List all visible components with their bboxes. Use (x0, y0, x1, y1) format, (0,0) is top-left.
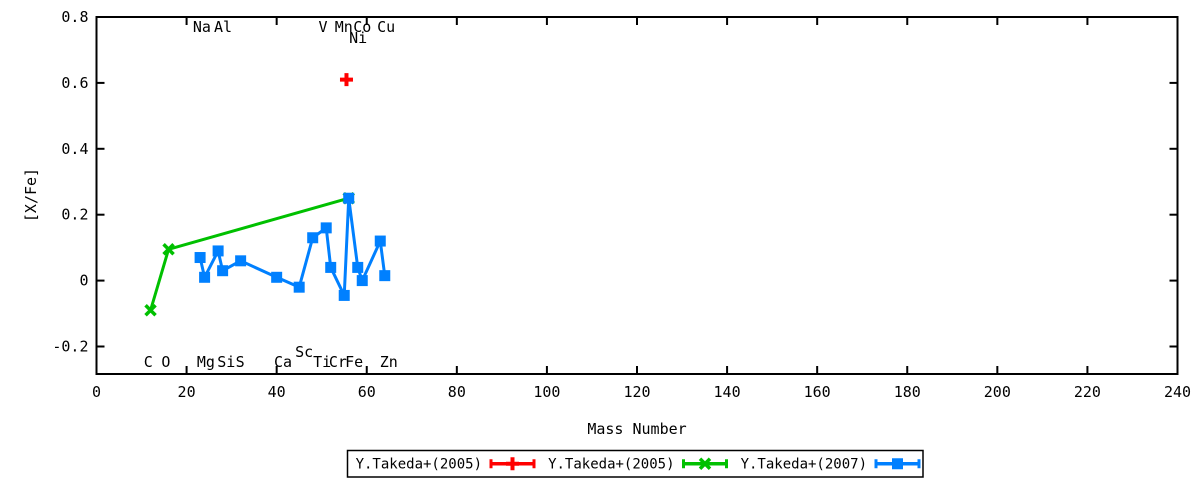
element-label-al: Al (214, 18, 232, 36)
element-label-mg: Mg (197, 353, 215, 371)
series-2-square-marker (307, 232, 319, 244)
series-2-line (198, 198, 387, 297)
element-label-ti: Ti (313, 353, 331, 371)
x-axis-title: Mass Number (587, 420, 687, 438)
element-label-v: V (319, 18, 328, 36)
series-2-square-marker (212, 245, 224, 257)
element-label-zn: Zn (380, 353, 398, 371)
y-tick-label: 0.8 (61, 8, 88, 26)
element-label-cr: Cr (329, 353, 347, 371)
x-tick-label: 140 (714, 383, 741, 401)
series-2-square-marker (194, 252, 206, 264)
element-label-cu: Cu (377, 18, 395, 36)
element-label-sc: Sc (295, 343, 313, 361)
x-tick-label: 0 (92, 383, 101, 401)
y-tick-label: -0.2 (52, 337, 88, 355)
series-2-square-marker (352, 261, 364, 273)
element-label-co: Co (353, 18, 371, 36)
element-label-mn: Mn (335, 18, 353, 36)
series-2-square-marker (374, 235, 386, 247)
series-1-line (149, 196, 350, 311)
element-label-ca: Ca (274, 353, 292, 371)
x-tick-label: 20 (178, 383, 196, 401)
legend-sample-2-square-marker (892, 458, 903, 470)
element-label-si: Si (217, 353, 235, 371)
plot-border (95, 16, 1179, 375)
y-axis-title: [X/Fe] (22, 167, 40, 223)
element-label-na: Na (193, 18, 211, 36)
x-tick-label: 40 (268, 383, 286, 401)
series-2-square-marker (356, 275, 368, 287)
legend-sample-1-x-marker (698, 457, 712, 470)
series-2-square-marker (293, 281, 305, 293)
element-label-o: O (161, 353, 170, 371)
x-tick-label: 160 (804, 383, 831, 401)
series-0-plus-marker (339, 73, 353, 87)
series-2-square-marker (199, 271, 211, 283)
series-2-square-marker (271, 271, 283, 283)
x-tick-label: 100 (533, 383, 560, 401)
series-1-x-marker (162, 243, 175, 256)
legend-box (346, 449, 924, 478)
series-2-square-marker (325, 261, 337, 273)
element-label-c: C (144, 353, 153, 371)
series-2-square-marker (343, 192, 355, 204)
x-tick-label: 120 (623, 383, 650, 401)
x-tick-label: 220 (1074, 383, 1101, 401)
y-tick-label: 0 (79, 272, 88, 290)
series-2-square-marker (235, 255, 247, 267)
x-tick-label: 240 (1164, 383, 1191, 401)
element-label-ni: Ni (349, 29, 367, 47)
series-2-square-marker (320, 222, 332, 234)
y-tick-label: 0.4 (61, 140, 88, 158)
series-2-square-marker (217, 265, 229, 277)
legend-sample-0-plus-marker (506, 457, 519, 471)
x-tick-label: 180 (894, 383, 921, 401)
y-tick-label: 0.6 (61, 74, 88, 92)
series-2-square-marker (338, 289, 350, 301)
series-2-square-marker (379, 270, 391, 282)
x-tick-label: 60 (358, 383, 376, 401)
legend-label-1: Y.Takeda+(2005) (548, 457, 674, 473)
legend-label-2: Y.Takeda+(2007) (741, 457, 867, 473)
legend-label-0: Y.Takeda+(2005) (356, 457, 482, 473)
x-tick-label: 200 (984, 383, 1011, 401)
y-tick-label: 0.2 (61, 206, 88, 224)
element-label-s: S (236, 353, 245, 371)
x-tick-label: 80 (448, 383, 466, 401)
element-label-fe: Fe (345, 353, 363, 371)
series-1-x-marker (144, 304, 157, 317)
